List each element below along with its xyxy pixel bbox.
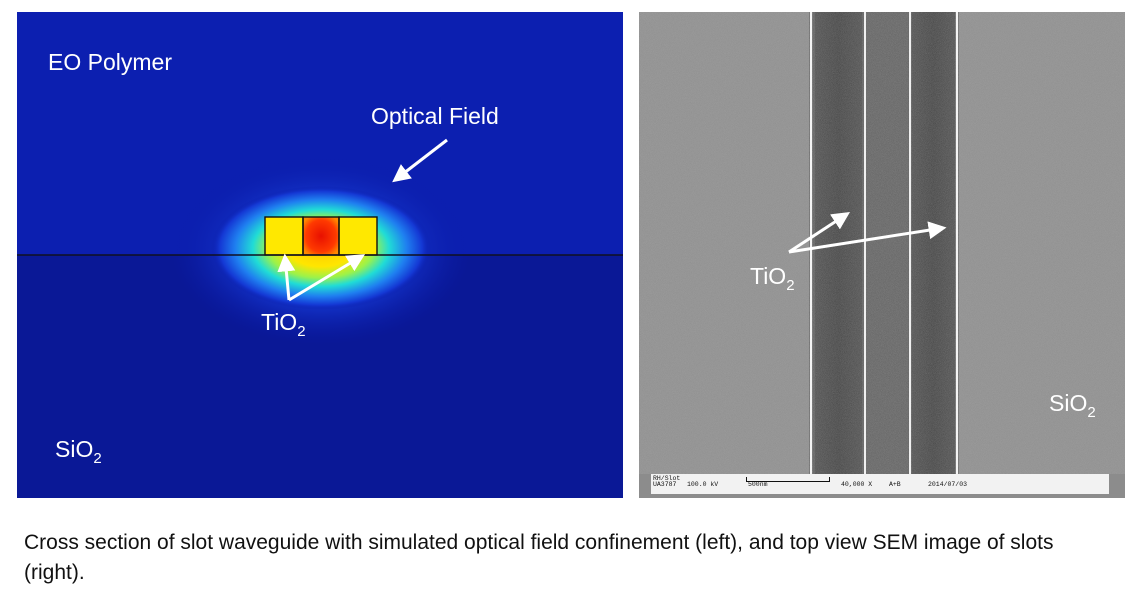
sem-date: 2014/07/03: [928, 481, 968, 488]
sem-noise: [639, 12, 1125, 474]
optical-field-arrow: [392, 138, 448, 183]
slot-gap: [303, 217, 339, 255]
sio2-label-right-panel: SiO2: [1049, 390, 1096, 421]
field-simulation-plot: [17, 12, 623, 498]
sem-scale-label: 500nm: [748, 481, 768, 488]
tio2-label-left-panel: TiO2: [261, 309, 306, 340]
tio2-rail-left: [265, 217, 303, 255]
tio2-arrow-left: [277, 253, 296, 301]
tio2-rail-right: [339, 217, 377, 255]
sem-tio2-arrow-left: [788, 212, 851, 254]
eo-polymer-label: EO Polymer: [48, 49, 172, 75]
sem-info-bar: RH/Slot UA3787 100.0 kV 500nm 40,000 X A…: [651, 474, 1109, 494]
tio2-label-right-panel: TiO2: [750, 263, 795, 294]
sem-voltage: 100.0 kV: [687, 481, 719, 488]
sem-tio2-arrow-right: [788, 221, 947, 254]
tio2-arrow-right: [288, 254, 366, 302]
field-simulation-panel: EO Polymer Optical Field TiO2 SiO2: [17, 12, 623, 498]
sem-magnification: 40,000 X: [841, 481, 873, 488]
figure-caption: Cross section of slot waveguide with sim…: [24, 531, 1054, 584]
sem-id: UA3787: [653, 481, 677, 488]
sem-scale-bar: [746, 477, 830, 482]
sem-mode: A+B: [889, 481, 901, 488]
sem-image-panel: TiO2 SiO2 RH/Slot UA3787 100.0 kV 500nm …: [639, 12, 1125, 498]
sio2-label-left-panel: SiO2: [55, 436, 102, 467]
sem-micrograph: [639, 12, 1125, 498]
sem-sample-name: RH/Slot: [653, 475, 681, 482]
optical-field-label: Optical Field: [371, 103, 499, 129]
